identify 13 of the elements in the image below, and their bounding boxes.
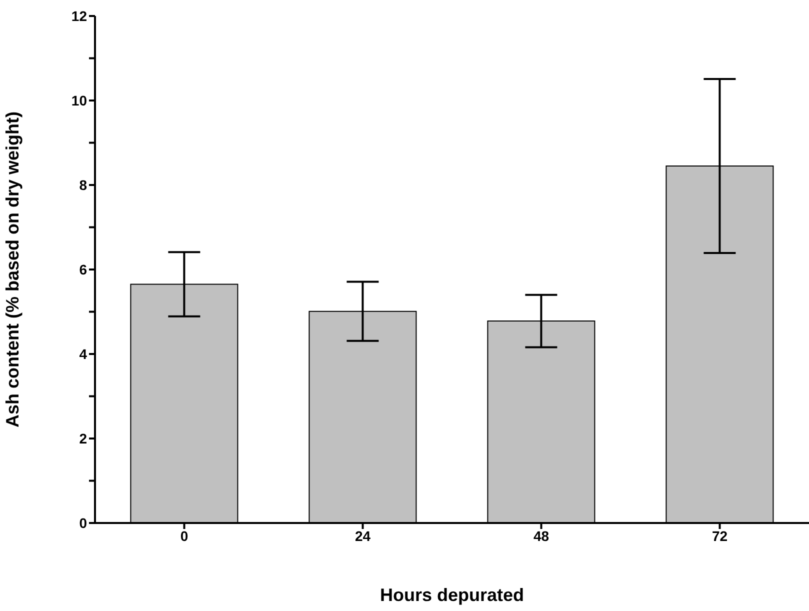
y-tick-label: 2 — [79, 430, 88, 446]
y-tick-label: 0 — [79, 514, 88, 531]
x-axis-title: Hours depurated — [380, 585, 524, 605]
y-axis-title: Ash content (% based on dry weight) — [2, 111, 22, 428]
y-tick-label: 12 — [71, 8, 88, 24]
x-tick-label: 24 — [354, 528, 371, 544]
x-tick-label: 48 — [533, 528, 550, 544]
y-tick-label: 10 — [71, 92, 88, 108]
x-tick-label: 72 — [712, 528, 728, 544]
x-tick-label: 0 — [180, 528, 188, 544]
y-tick-label: 4 — [79, 346, 88, 362]
y-tick-label: 8 — [79, 176, 88, 193]
y-tick-label: 6 — [79, 261, 88, 278]
